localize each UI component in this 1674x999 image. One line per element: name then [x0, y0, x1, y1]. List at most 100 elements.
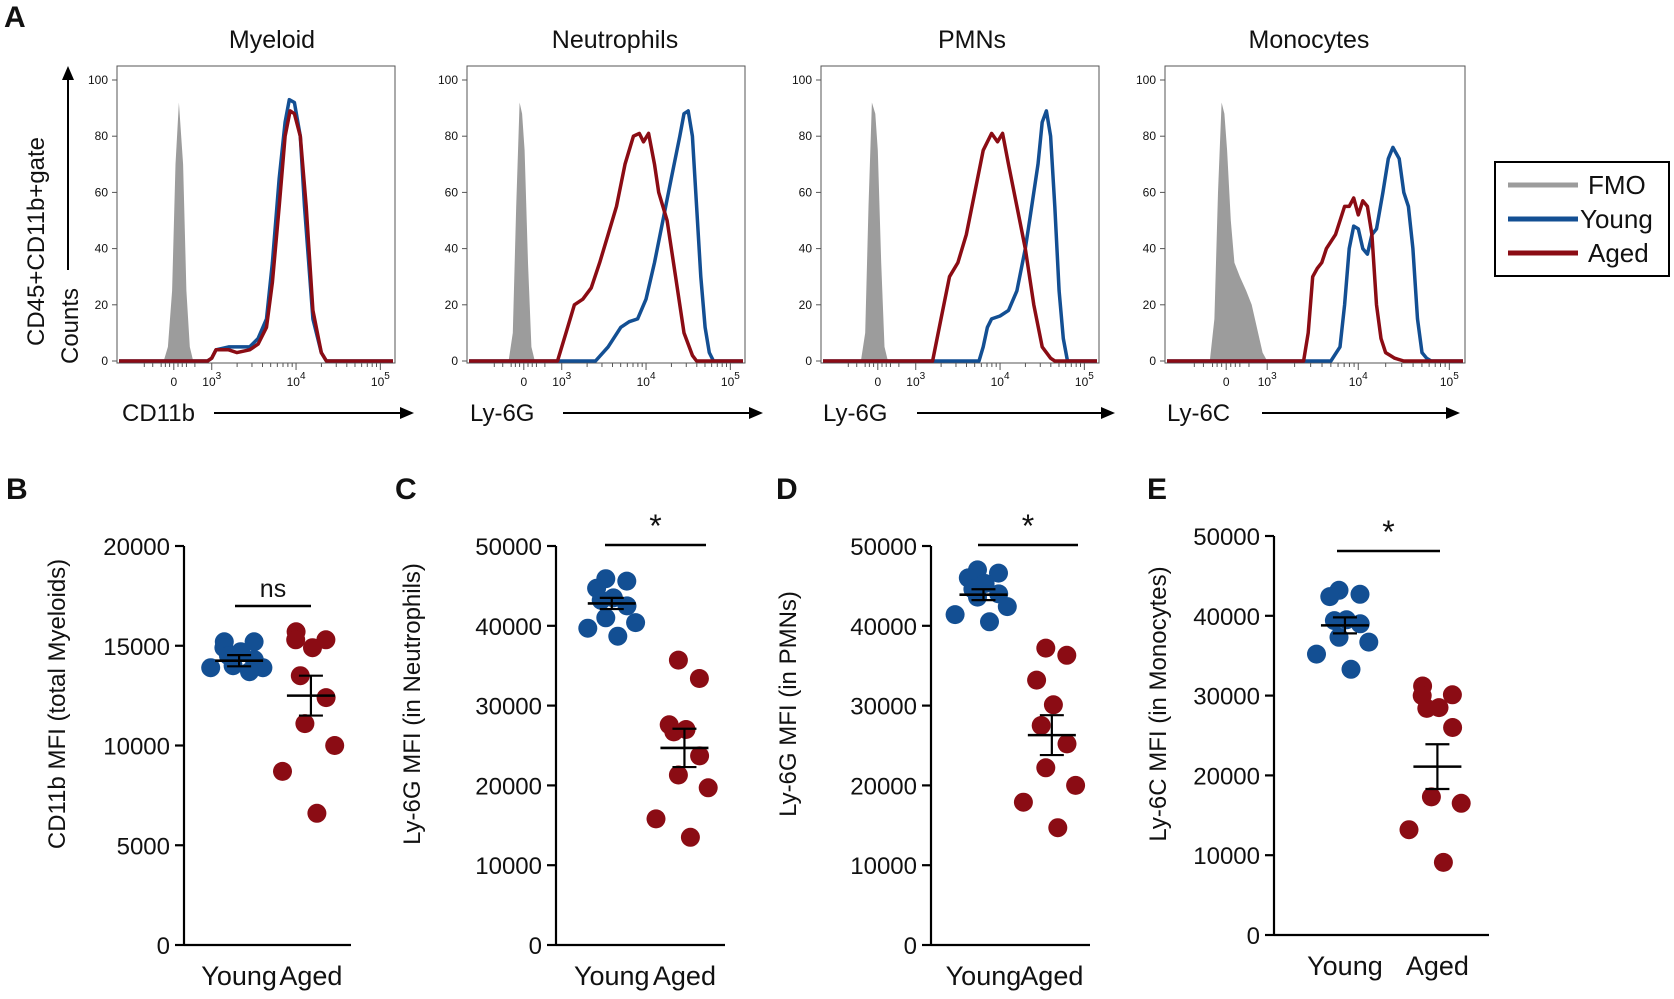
dotplot-point-aged — [646, 809, 666, 829]
panel-letter-e: E — [1147, 473, 1167, 506]
dotplot-y-tick-label: 30000 — [475, 694, 542, 721]
histogram-frame — [116, 65, 396, 364]
dotplot-significance-label: * — [1022, 508, 1034, 544]
dotplot-y-tick-label: 0 — [529, 933, 542, 960]
dotplot-y-tick-label: 30000 — [850, 694, 917, 721]
histogram-series-aged — [469, 131, 743, 363]
dotplot-point-young — [1307, 644, 1326, 664]
histogram-y-tick-label: 20 — [95, 298, 109, 312]
dotplot-y-title: Ly-6G MFI (in PMNs) — [775, 591, 802, 817]
dotplot-point-aged — [1027, 670, 1047, 690]
y-title-line2: Counts — [57, 288, 84, 364]
histogram-series-young — [823, 109, 1097, 363]
dotplot-point-young — [980, 612, 999, 632]
y-title-line1: CD45+CD11b+gate — [23, 137, 50, 346]
histogram-series-fmo — [823, 102, 1097, 361]
dotplot-point-young — [1359, 632, 1379, 652]
histogram-x-tick-label: 105 — [371, 371, 390, 389]
dotplot-point-young — [1324, 611, 1344, 631]
histogram-y-tick-label: 20 — [799, 298, 813, 312]
dotplot-y-title: Ly-6C MFI (in Monocytes) — [1145, 566, 1172, 841]
dotplot-point-aged — [668, 650, 688, 670]
dotplot-y-tick-label: 5000 — [117, 833, 170, 860]
dotplot-point-young — [1341, 659, 1361, 679]
dotplot-point-aged — [1399, 820, 1419, 840]
dotplot-y-tick-label: 10000 — [1193, 843, 1260, 870]
dotplot-category-label: Aged — [653, 961, 716, 991]
dotplot-b: 0 5000 10000 15000 20000 CD11b MFI (total Mye… — [44, 534, 351, 991]
dotplot-y-title: Ly-6G MFI (in Neutrophils) — [399, 563, 426, 845]
dotplot-y-tick-label: 50000 — [850, 534, 917, 561]
histogram-y-tick-label: 60 — [445, 185, 459, 199]
dotplot-point-young — [626, 613, 646, 633]
dotplot-y-tick-label: 0 — [157, 933, 170, 960]
dotplot-point-young — [1350, 584, 1370, 604]
histogram-pmns: PMNs 100 80 60 40 20 0 0 103 104 105 Ly-6G — [792, 26, 1115, 427]
dotplot-point-young — [244, 632, 264, 652]
histogram-y-tick-label: 60 — [1143, 185, 1157, 199]
panel-letter-d: D — [776, 473, 798, 506]
histogram-y-tick-label: 0 — [1149, 354, 1156, 368]
histogram-frame — [466, 65, 746, 364]
histogram-x-tick-label: 104 — [287, 371, 306, 389]
legend: FMO Young Aged — [1494, 161, 1670, 277]
dotplot-point-aged — [698, 778, 718, 798]
histogram-x-tick-label: 103 — [906, 371, 925, 389]
histogram-x-tick-label: 0 — [1223, 375, 1230, 389]
dotplot-point-young — [596, 608, 616, 628]
histogram-x-label: CD11b — [122, 400, 195, 427]
histogram-series-aged — [119, 109, 393, 363]
histogram-series-fmo — [119, 102, 393, 361]
dotplot-point-aged — [664, 722, 684, 742]
histogram-x-arrow-head — [749, 407, 763, 419]
dotplot-y-tick-label: 20000 — [1193, 763, 1260, 790]
dotplot-y-tick-label: 10000 — [475, 853, 542, 880]
dotplot-point-aged — [1421, 787, 1441, 807]
dotplot-point-aged — [1443, 718, 1463, 737]
dotplot-point-aged — [689, 669, 709, 688]
dotplot-point-young — [989, 563, 1008, 583]
dotplot-y-tick-label: 30000 — [1193, 684, 1260, 711]
histogram-series-young — [1167, 145, 1463, 363]
dotplot-point-aged — [307, 803, 327, 823]
histogram-monocytes: Monocytes 100 80 60 40 20 0 0 103 104 105 Ly-6C — [1136, 26, 1466, 427]
dotplot-y-tick-label: 50000 — [475, 534, 542, 561]
dotplot-point-young — [997, 597, 1017, 617]
dotplot-y-tick-label: 40000 — [1193, 604, 1260, 631]
dotplot-point-aged — [1442, 685, 1462, 705]
histogram-x-arrow-head — [1101, 407, 1115, 419]
dotplot-point-aged — [1066, 775, 1086, 795]
dotplot-point-aged — [1013, 792, 1033, 812]
histogram-y-tick-label: 20 — [1143, 298, 1157, 312]
histogram-y-title: CD45+CD11b+gate Counts — [23, 66, 84, 364]
histogram-y-tick-label: 0 — [101, 354, 108, 368]
y-arrow-head — [62, 66, 74, 80]
dotplot-y-tick-label: 50000 — [1193, 524, 1260, 551]
histogram-y-tick-label: 80 — [799, 129, 813, 143]
dotplot-point-young — [240, 662, 259, 682]
dotplot-point-aged — [1036, 758, 1056, 778]
histogram-x-label: Ly-6G — [470, 400, 534, 427]
dotplot-y-tick-label: 10000 — [850, 853, 917, 880]
histogram-y-tick-label: 40 — [799, 242, 813, 256]
dotplot-point-aged — [303, 638, 322, 658]
dotplot-category-label: Aged — [1020, 961, 1083, 991]
histogram-x-label: Ly-6C — [1167, 400, 1230, 427]
dotplot-significance-label: * — [649, 508, 661, 544]
histogram-y-tick-label: 60 — [95, 185, 109, 199]
dotplot-y-tick-label: 20000 — [475, 773, 542, 800]
histogram-frame — [1164, 65, 1466, 364]
dotplot-y-tick-label: 40000 — [850, 614, 917, 641]
histogram-y-tick-label: 80 — [95, 129, 109, 143]
histogram-series-fmo — [1167, 102, 1463, 361]
histogram-x-tick-label: 0 — [874, 375, 881, 389]
legend-aged-label: Aged — [1588, 238, 1649, 268]
histogram-x-tick-label: 0 — [520, 375, 527, 389]
panel-letter-a: A — [4, 1, 26, 34]
histogram-title: Neutrophils — [552, 26, 678, 54]
histogram-title: Myeloid — [229, 26, 315, 54]
dotplot-point-aged — [1433, 852, 1453, 872]
dotplot-point-young — [591, 590, 611, 610]
dotplot-point-aged — [1036, 638, 1056, 658]
histogram-x-tick-label: 103 — [1258, 371, 1277, 389]
